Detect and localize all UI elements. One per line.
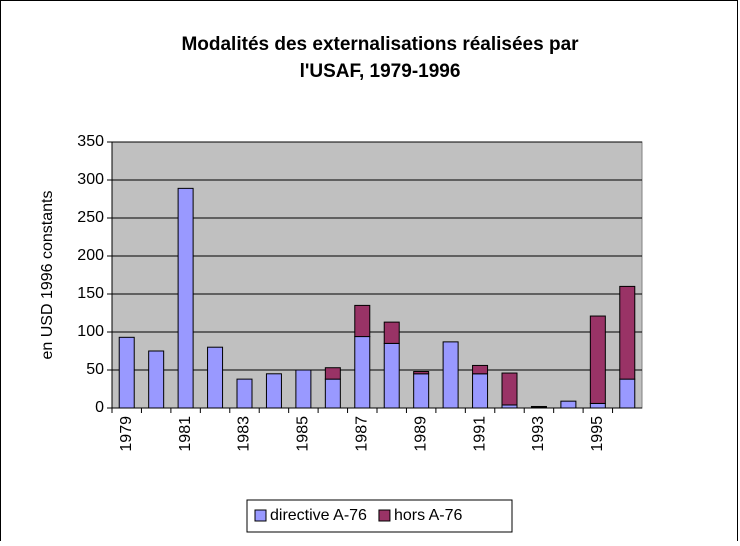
bar	[354, 304, 371, 338]
bar	[413, 371, 430, 375]
x-tick-label: 1987	[353, 416, 370, 452]
y-tick-label: 150	[77, 285, 104, 302]
legend-label: hors A-76	[394, 507, 463, 524]
chart-title: Modalités des externalisations réalisées…	[181, 34, 579, 55]
x-tick-label: 1981	[177, 416, 194, 452]
x-tick-label: 1985	[295, 416, 312, 452]
x-tick-label: 1983	[236, 416, 253, 452]
bar	[236, 378, 253, 409]
bar	[472, 373, 489, 409]
bar	[383, 321, 400, 344]
bar	[560, 400, 577, 409]
bar	[265, 373, 282, 409]
chart-title: l'USAF, 1979-1996	[300, 61, 461, 82]
y-tick-label: 50	[86, 361, 104, 378]
x-tick-label: 1979	[118, 416, 135, 452]
bar	[472, 364, 489, 375]
y-axis-label: en USD 1996 constants	[39, 191, 56, 360]
x-tick-label: 1993	[530, 416, 547, 452]
legend-swatch	[254, 509, 267, 522]
y-tick-label: 350	[77, 133, 104, 150]
legend-swatch	[378, 509, 391, 522]
y-tick-label: 250	[77, 209, 104, 226]
y-tick-label: 0	[95, 399, 104, 416]
bar	[148, 350, 165, 409]
bar	[324, 378, 341, 409]
bar	[383, 342, 400, 409]
bar	[589, 402, 606, 409]
bar	[530, 405, 547, 408]
bar	[207, 346, 224, 409]
plot-area	[111, 141, 643, 409]
bar	[413, 373, 430, 409]
bar	[177, 187, 194, 409]
bar	[354, 336, 371, 409]
bar	[589, 315, 606, 404]
bar	[501, 372, 518, 406]
x-tick-label: 1989	[412, 416, 429, 452]
x-tick-label: 1995	[589, 416, 606, 452]
y-tick-label: 300	[77, 171, 104, 188]
bar	[118, 336, 135, 409]
y-tick-label: 200	[77, 247, 104, 264]
bar	[442, 341, 459, 409]
x-tick-label: 1991	[471, 416, 488, 452]
bar	[619, 378, 636, 409]
bar	[295, 369, 312, 409]
legend-label: directive A-76	[270, 507, 367, 524]
bar	[324, 367, 341, 380]
bar	[619, 285, 636, 380]
y-tick-label: 100	[77, 323, 104, 340]
